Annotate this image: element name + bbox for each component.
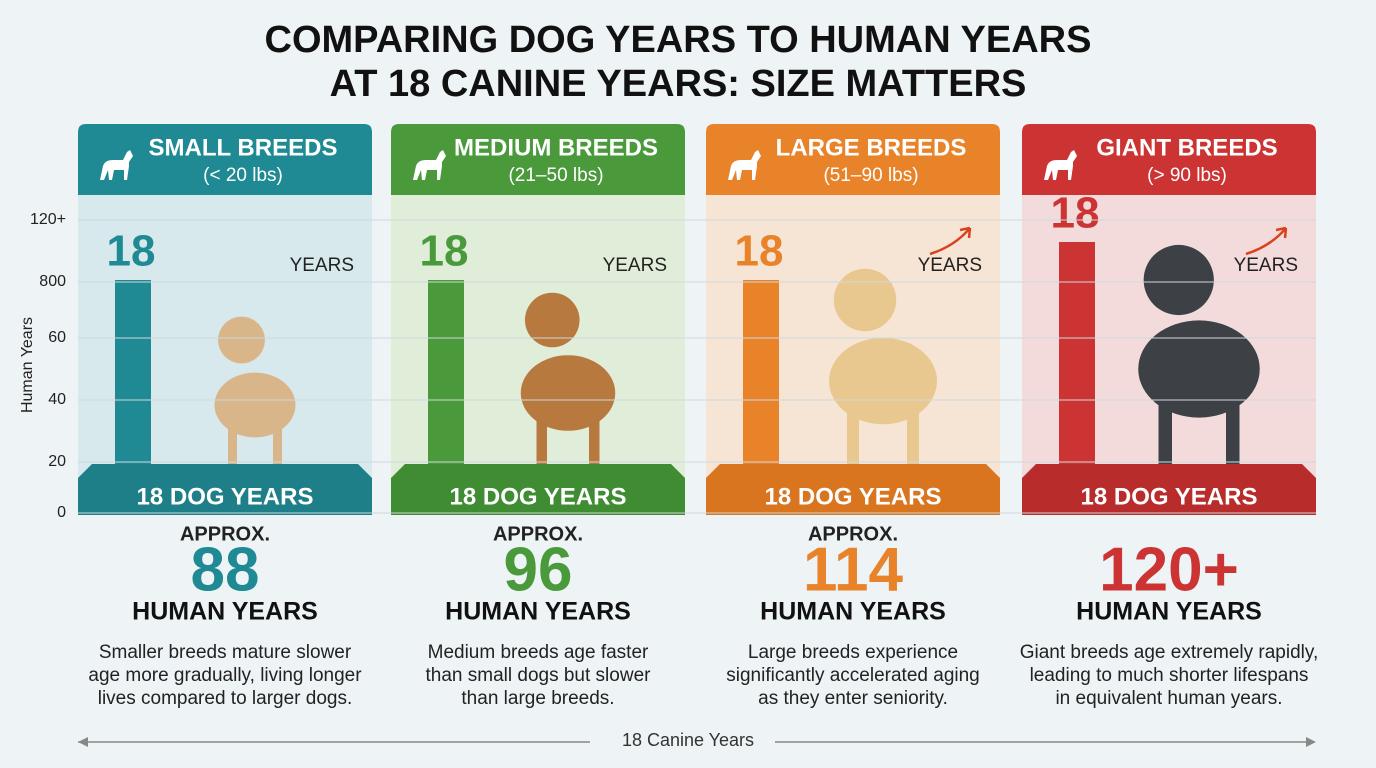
years-label: YEARS	[603, 255, 667, 276]
description-line: Medium breeds age faster	[428, 642, 649, 663]
y-tick-label: 60	[48, 329, 66, 346]
base-platform	[706, 464, 1000, 515]
base-label: 18 DOG YEARS	[1081, 483, 1258, 510]
header-dog-icon	[1044, 150, 1077, 180]
title-line: COMPARING DOG YEARS TO HUMAN YEARS	[265, 19, 1092, 61]
description-line: in equivalent human years.	[1055, 688, 1282, 709]
panel-weight: (> 90 lbs)	[1147, 165, 1227, 186]
y-tick-label: 120+	[30, 211, 66, 228]
bar	[115, 280, 151, 475]
base-label: 18 DOG YEARS	[450, 483, 627, 510]
dog-head	[218, 316, 265, 364]
dog-leg	[536, 410, 547, 472]
panel-header	[1022, 124, 1316, 195]
dog-head	[1143, 244, 1214, 316]
dog-body	[520, 355, 616, 431]
dog-leg	[1226, 390, 1240, 472]
description-line: Smaller breeds mature slower	[99, 642, 352, 663]
panel-header	[706, 124, 1000, 195]
base-platform	[78, 464, 372, 515]
human-years-value: 114	[803, 535, 904, 604]
human-years-value: 96	[504, 535, 573, 604]
header-dog-icon	[728, 150, 761, 180]
dog-body	[829, 337, 937, 425]
bar	[1059, 242, 1095, 475]
unit-label: HUMAN YEARS	[445, 598, 631, 626]
trend-arrow	[1245, 226, 1288, 256]
description-line: significantly accelerated aging	[726, 665, 980, 686]
dog-body	[1138, 320, 1260, 418]
y-tick-label: 40	[48, 391, 66, 408]
y-tick-label: 20	[48, 453, 66, 470]
approx-label: APPROX.	[493, 523, 583, 545]
y-axis-label: Human Years	[19, 317, 36, 413]
approx-label: APPROX.	[180, 523, 270, 545]
base-label: 18 DOG YEARS	[765, 483, 942, 510]
base-platform	[391, 464, 685, 515]
unit-label: HUMAN YEARS	[132, 598, 318, 626]
y-tick-label: 0	[57, 504, 66, 521]
dog-leg	[589, 410, 600, 472]
panel-weight: (21–50 lbs)	[508, 165, 603, 186]
panel-weight: (< 20 lbs)	[203, 165, 283, 186]
description-line: lives compared to larger dogs.	[98, 688, 353, 709]
description-line: than large breeds.	[461, 688, 614, 709]
dog-leg	[907, 400, 919, 472]
dog-leg	[273, 420, 282, 472]
dog-body	[214, 372, 296, 438]
panel-name: LARGE BREEDS	[776, 134, 967, 161]
years-label: YEARS	[290, 255, 354, 276]
years-label: YEARS	[1234, 255, 1298, 276]
description-line: age more gradually, living longer	[88, 665, 362, 686]
bar	[743, 280, 779, 475]
base-label: 18 DOG YEARS	[137, 483, 314, 510]
bar	[428, 280, 464, 475]
header-dog-icon	[100, 150, 133, 180]
trend-arrow	[929, 226, 972, 256]
bar-label: 18	[1051, 189, 1100, 238]
description-line: Giant breeds age extremely rapidly,	[1020, 642, 1319, 663]
y-tick-label: 800	[39, 273, 66, 290]
panel-header	[78, 124, 372, 195]
panel-header	[391, 124, 685, 195]
panel-name: SMALL BREEDS	[149, 134, 338, 161]
bar-label: 18	[420, 227, 469, 276]
panel-name: GIANT BREEDS	[1096, 134, 1277, 161]
panel-name: MEDIUM BREEDS	[454, 134, 658, 161]
dog-leg	[847, 400, 859, 472]
dog-head	[833, 268, 897, 332]
unit-label: HUMAN YEARS	[1076, 598, 1262, 626]
unit-label: HUMAN YEARS	[760, 598, 946, 626]
approx-label: APPROX.	[808, 523, 898, 545]
header-dog-icon	[413, 150, 446, 180]
title-line: AT 18 CANINE YEARS: SIZE MATTERS	[330, 63, 1027, 105]
human-years-value: 88	[191, 535, 260, 604]
footer-label: 18 Canine Years	[622, 730, 754, 750]
description-line: Large breeds experience	[748, 642, 958, 663]
description-line: than small dogs but slower	[426, 665, 652, 686]
dog-head	[524, 292, 580, 348]
base-platform	[1022, 464, 1316, 515]
years-label: YEARS	[918, 255, 982, 276]
dog-leg	[1158, 390, 1172, 472]
description-line: as they enter seniority.	[758, 688, 948, 709]
bar-label: 18	[107, 227, 156, 276]
dog-leg	[228, 420, 237, 472]
panel-weight: (51–90 lbs)	[823, 165, 918, 186]
bar-label: 18	[735, 227, 784, 276]
description-line: leading to much shorter lifespans	[1030, 665, 1309, 686]
human-years-value: 120+	[1099, 535, 1239, 604]
